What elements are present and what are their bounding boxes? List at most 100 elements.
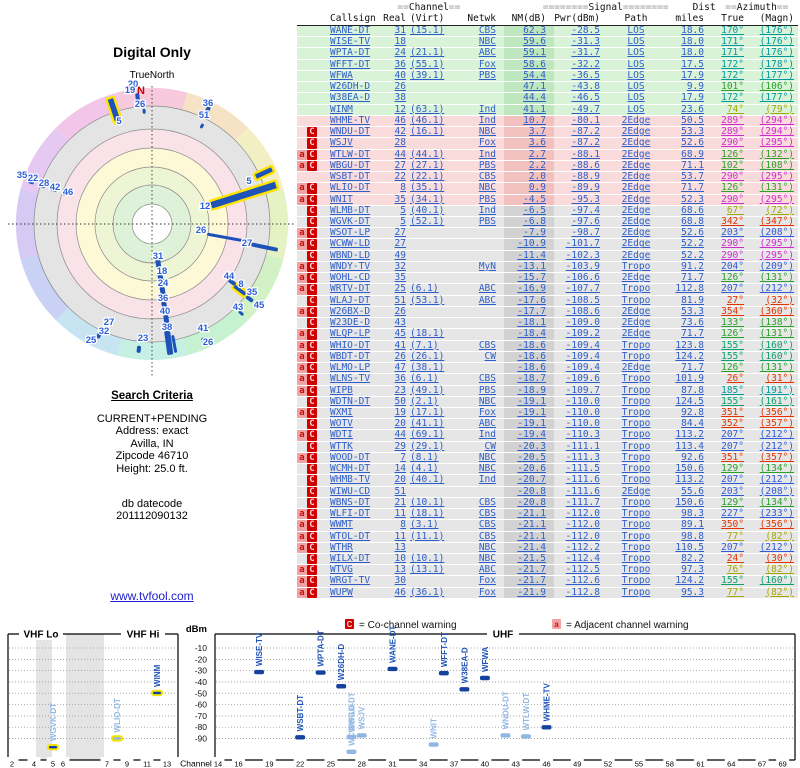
adjacent-channel-warning-icon: a [297, 149, 307, 160]
callsign-link[interactable]: WBDT-DT [330, 350, 371, 362]
adjacent-channel-warning-icon: a [297, 340, 307, 351]
callsign-link[interactable]: WFWA [330, 69, 353, 81]
callsign-link[interactable]: WCMH-DT [330, 463, 371, 475]
callsign-link[interactable]: WBND-LD [330, 249, 371, 261]
callsign-link[interactable]: WHME-TV [330, 114, 371, 126]
azimuth-magnetic: (356°) [759, 519, 794, 531]
path-type: Tropo [621, 429, 651, 441]
network: CBS [478, 339, 496, 351]
network: NBC [478, 463, 496, 475]
callsign-link[interactable]: WINM [330, 103, 353, 115]
callsign-link[interactable]: WRGT-TV [330, 575, 371, 587]
callsign-link[interactable]: WSBT-DT [330, 171, 371, 183]
callsign-link[interactable]: WDTN-DT [330, 395, 371, 407]
callsign-link[interactable]: WUPW [330, 586, 353, 598]
callsign-link[interactable]: WHIO-DT [330, 339, 371, 351]
callsign-link[interactable]: WLMO-LP [330, 362, 371, 374]
chart-signal-bar [111, 735, 123, 742]
channel-tick-label: 22 [296, 760, 304, 768]
callsign-link[interactable]: WLQP-LP [330, 328, 371, 340]
power-dbm: -101.7 [565, 238, 600, 250]
chart-callsign-label: WHME-TV [543, 682, 552, 721]
virtual-channel: (6.1) [410, 373, 439, 385]
network [462, 251, 496, 261]
azimuth-magnetic: (212°) [759, 474, 794, 486]
callsign-link[interactable]: WLNS-TV [330, 373, 371, 385]
radar-channel-label: 32 [99, 326, 110, 337]
virtual-channel [410, 228, 452, 238]
network [462, 228, 496, 238]
callsign-link[interactable]: WFFT-DT [330, 58, 371, 70]
distance-miles: 87.8 [681, 384, 704, 396]
callsign-link[interactable]: WILX-DT [330, 553, 371, 565]
radar-channel-label: 46 [63, 187, 74, 198]
distance-miles: 97.3 [681, 564, 704, 576]
callsign-link[interactable]: WRTV-DT [330, 283, 371, 295]
callsign-link[interactable]: WLMB-DT [330, 204, 371, 216]
col-path: Path [624, 13, 648, 24]
virtual-channel [410, 543, 452, 553]
callsign-link[interactable]: WTLW-DT [330, 148, 371, 160]
callsign-link[interactable]: WIWU-CD [330, 485, 371, 497]
callsign-link[interactable]: WOTV [330, 418, 353, 430]
callsign-link[interactable]: WWMT [330, 519, 353, 531]
chart-callsign-label: WBGU-DT [347, 692, 356, 731]
callsign-link[interactable]: W26BX-D [330, 305, 371, 317]
callsign-link[interactable]: WTHR [330, 541, 353, 553]
callsign-link[interactable]: WNDY-TV [330, 260, 371, 272]
callsign-link[interactable]: WLFI-DT [330, 508, 371, 520]
callsign-link[interactable]: WLAJ-DT [330, 294, 371, 306]
virtual-channel: (22.1) [410, 171, 445, 183]
callsign-link[interactable]: WBGU-DT [330, 159, 371, 171]
callsign-link[interactable]: WOOD-DT [330, 451, 371, 463]
channel-tick-label: 64 [727, 760, 735, 768]
callsign-link[interactable]: WNDU-DT [330, 126, 371, 138]
co-channel-warning-icon: C [307, 127, 317, 138]
path-type: Tropo [621, 440, 651, 452]
callsign-link[interactable]: WHMB-TV [330, 474, 371, 486]
real-channel: 20 [394, 418, 406, 430]
compass-ring-sector [55, 307, 122, 356]
radar-signal-bar [207, 232, 251, 244]
compass-ring-sector [55, 92, 122, 141]
distance-miles: 52.2 [681, 249, 704, 261]
callsign-link[interactable]: WSOT-LP [330, 227, 371, 239]
channel-tick-label: 46 [542, 760, 550, 768]
criteria-height: Height: 25.0 ft. [116, 462, 188, 475]
virtual-channel: (44.1) [410, 148, 445, 160]
callsign-link[interactable]: WISE-TV [330, 36, 371, 48]
callsign-link[interactable]: WSJV [330, 137, 353, 149]
azimuth-magnetic: (176°) [759, 36, 794, 48]
co-channel-warning-icon: C [307, 520, 317, 531]
callsign-link[interactable]: WDTI [330, 429, 353, 441]
callsign-link[interactable]: WTTK [330, 440, 353, 452]
distance-miles: 101.9 [675, 373, 704, 385]
table-row: WHME-TV 46 (46.1) Ind 10.7 -80.1 2Edge 50.5 289°… [297, 114, 798, 128]
callsign-link[interactable]: W26DH-D [330, 81, 371, 93]
callsign-link[interactable]: WNIT [330, 193, 353, 205]
callsign-link[interactable]: WTVG [330, 564, 353, 576]
callsign-link[interactable]: WIPB [330, 384, 353, 396]
power-dbm: -88.6 [571, 159, 600, 171]
callsign-link[interactable]: W23DE-D [330, 317, 371, 329]
callsign-link[interactable]: WBNS-DT [330, 496, 371, 508]
search-criteria: Search Criteria CURRENT+PENDING Address:… [0, 390, 304, 523]
path-type: Tropo [621, 519, 651, 531]
tvfool-link[interactable]: www.tvfool.com [110, 589, 194, 603]
radar-signal-bar [245, 295, 254, 303]
callsign-link[interactable]: WLIO-DT [330, 182, 371, 194]
callsign-link[interactable]: WGVK-DT [330, 215, 371, 227]
callsign-link[interactable]: WOHL-CD [330, 272, 371, 284]
adjacent-channel-warning-icon: a [297, 509, 307, 520]
callsign-link[interactable]: WXMI [330, 406, 353, 418]
callsign-link[interactable]: WANE-DT [330, 25, 371, 36]
virtual-channel: (15.1) [410, 25, 445, 36]
path-type: LOS [627, 103, 645, 115]
callsign-link[interactable]: WCWW-LD [330, 238, 371, 250]
table-row: C WILX-DT 10 (10.1) NBC -21.5 -112.4 Tropo 82.2 2… [297, 553, 798, 566]
callsign-link[interactable]: W38EA-D [330, 92, 371, 104]
dbm-tick-label: -50 [195, 688, 208, 698]
callsign-link[interactable]: WPTA-DT [330, 47, 371, 59]
callsign-link[interactable]: WTOL-DT [330, 530, 371, 542]
table-row: C WTTK 29 (29.1) CW -20.3 -111.1 Tropo 113.4 207°… [297, 440, 798, 453]
